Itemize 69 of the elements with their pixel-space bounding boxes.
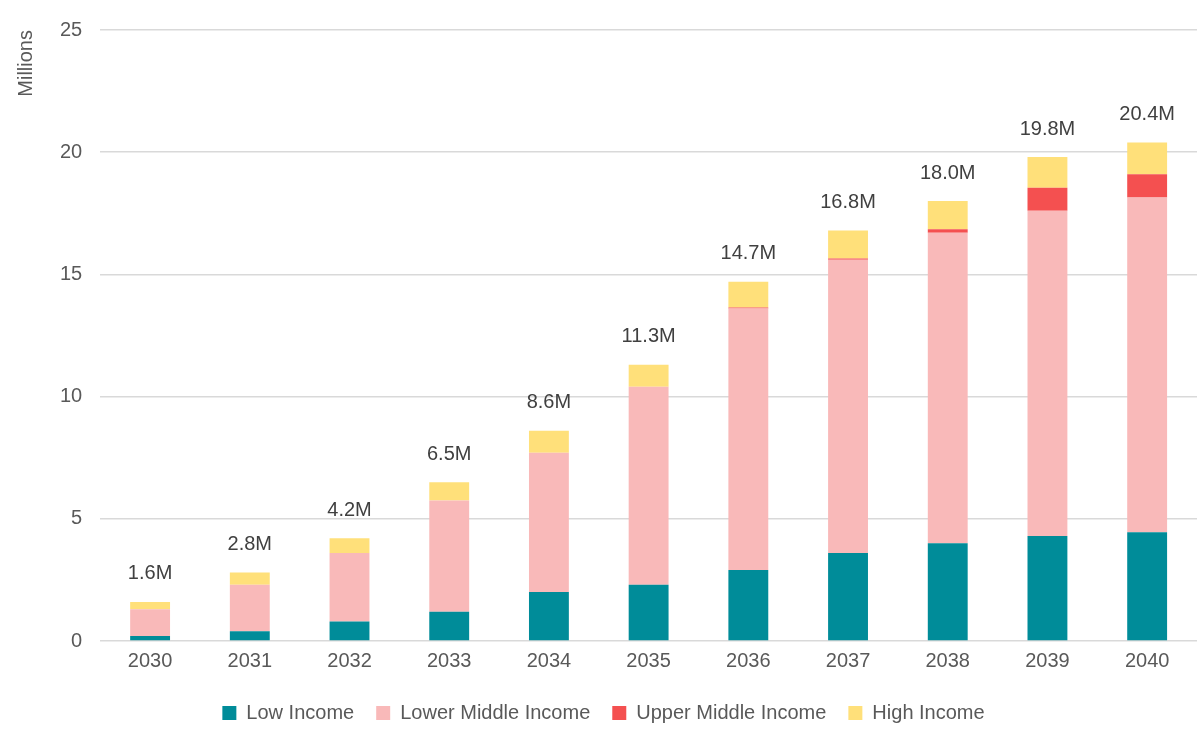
- x-tick-label: 2039: [1025, 648, 1070, 671]
- total-label: 20.4M: [1119, 101, 1175, 124]
- bar: [728, 570, 769, 641]
- y-tick-label: 0: [71, 628, 83, 651]
- bar: [329, 553, 370, 622]
- bar: [528, 592, 569, 641]
- bar: [329, 621, 370, 641]
- x-tick-label: 2034: [526, 648, 572, 671]
- total-label: 14.7M: [720, 241, 777, 264]
- total-label: 18.0M: [919, 160, 976, 183]
- y-tick-label: 15: [60, 261, 83, 284]
- bar: [828, 230, 868, 259]
- x-tick-label: 2037: [825, 648, 871, 671]
- total-label: 1.6M: [127, 561, 173, 584]
- bar: [628, 386, 669, 585]
- legend-label: High Income: [872, 700, 985, 723]
- bar: [1027, 157, 1068, 188]
- x-tick-label: 2033: [426, 648, 472, 671]
- bar: [130, 636, 171, 641]
- bar: [927, 229, 968, 233]
- bar: [130, 609, 171, 637]
- total-label: 19.8M: [1019, 116, 1076, 139]
- bar: [728, 308, 769, 571]
- bar: [1027, 535, 1068, 641]
- bar: [429, 482, 470, 501]
- x-tick-label: 2038: [925, 648, 970, 671]
- bar: [1127, 197, 1168, 533]
- bar: [229, 572, 270, 585]
- bar: [628, 364, 669, 387]
- x-tick-label: 2032: [327, 648, 372, 671]
- bar: [1127, 532, 1168, 641]
- total-label: 16.8M: [820, 189, 876, 212]
- legend-label: Lower Middle Income: [400, 700, 591, 723]
- bar: [329, 538, 370, 554]
- bar: [429, 611, 470, 641]
- total-label: 4.2M: [327, 497, 372, 520]
- bar: [1127, 142, 1168, 175]
- bar: [828, 553, 868, 641]
- y-tick-label: 20: [60, 139, 83, 162]
- y-tick-label: 5: [71, 506, 83, 529]
- bar: [628, 584, 669, 641]
- bar: [528, 430, 569, 453]
- y-tick-label: 25: [60, 17, 83, 40]
- bar: [1127, 174, 1168, 198]
- bar: [130, 601, 171, 610]
- bar: [927, 543, 968, 641]
- bar: [229, 631, 270, 641]
- bar: [728, 281, 769, 308]
- x-tick-label: 2031: [227, 648, 273, 671]
- bar: [927, 201, 968, 230]
- total-label: 2.8M: [227, 532, 273, 555]
- bar: [1027, 210, 1068, 536]
- bar: [229, 584, 270, 632]
- bar: [828, 259, 868, 554]
- legend-label: Upper Middle Income: [636, 700, 827, 723]
- legend-label: Low Income: [246, 700, 355, 723]
- x-tick-label: 2030: [127, 648, 173, 671]
- x-tick-label: 2036: [726, 648, 771, 671]
- bar: [1027, 187, 1068, 211]
- bar: [927, 232, 968, 544]
- bar: [528, 452, 569, 593]
- y-axis-title: Millions: [13, 30, 36, 97]
- x-tick-label: 2035: [626, 648, 671, 671]
- bar: [429, 500, 470, 612]
- y-tick-label: 10: [60, 384, 83, 407]
- total-label: 8.6M: [526, 390, 572, 413]
- x-tick-label: 2040: [1124, 648, 1170, 671]
- total-label: 11.3M: [621, 324, 676, 347]
- total-label: 6.5M: [426, 441, 472, 464]
